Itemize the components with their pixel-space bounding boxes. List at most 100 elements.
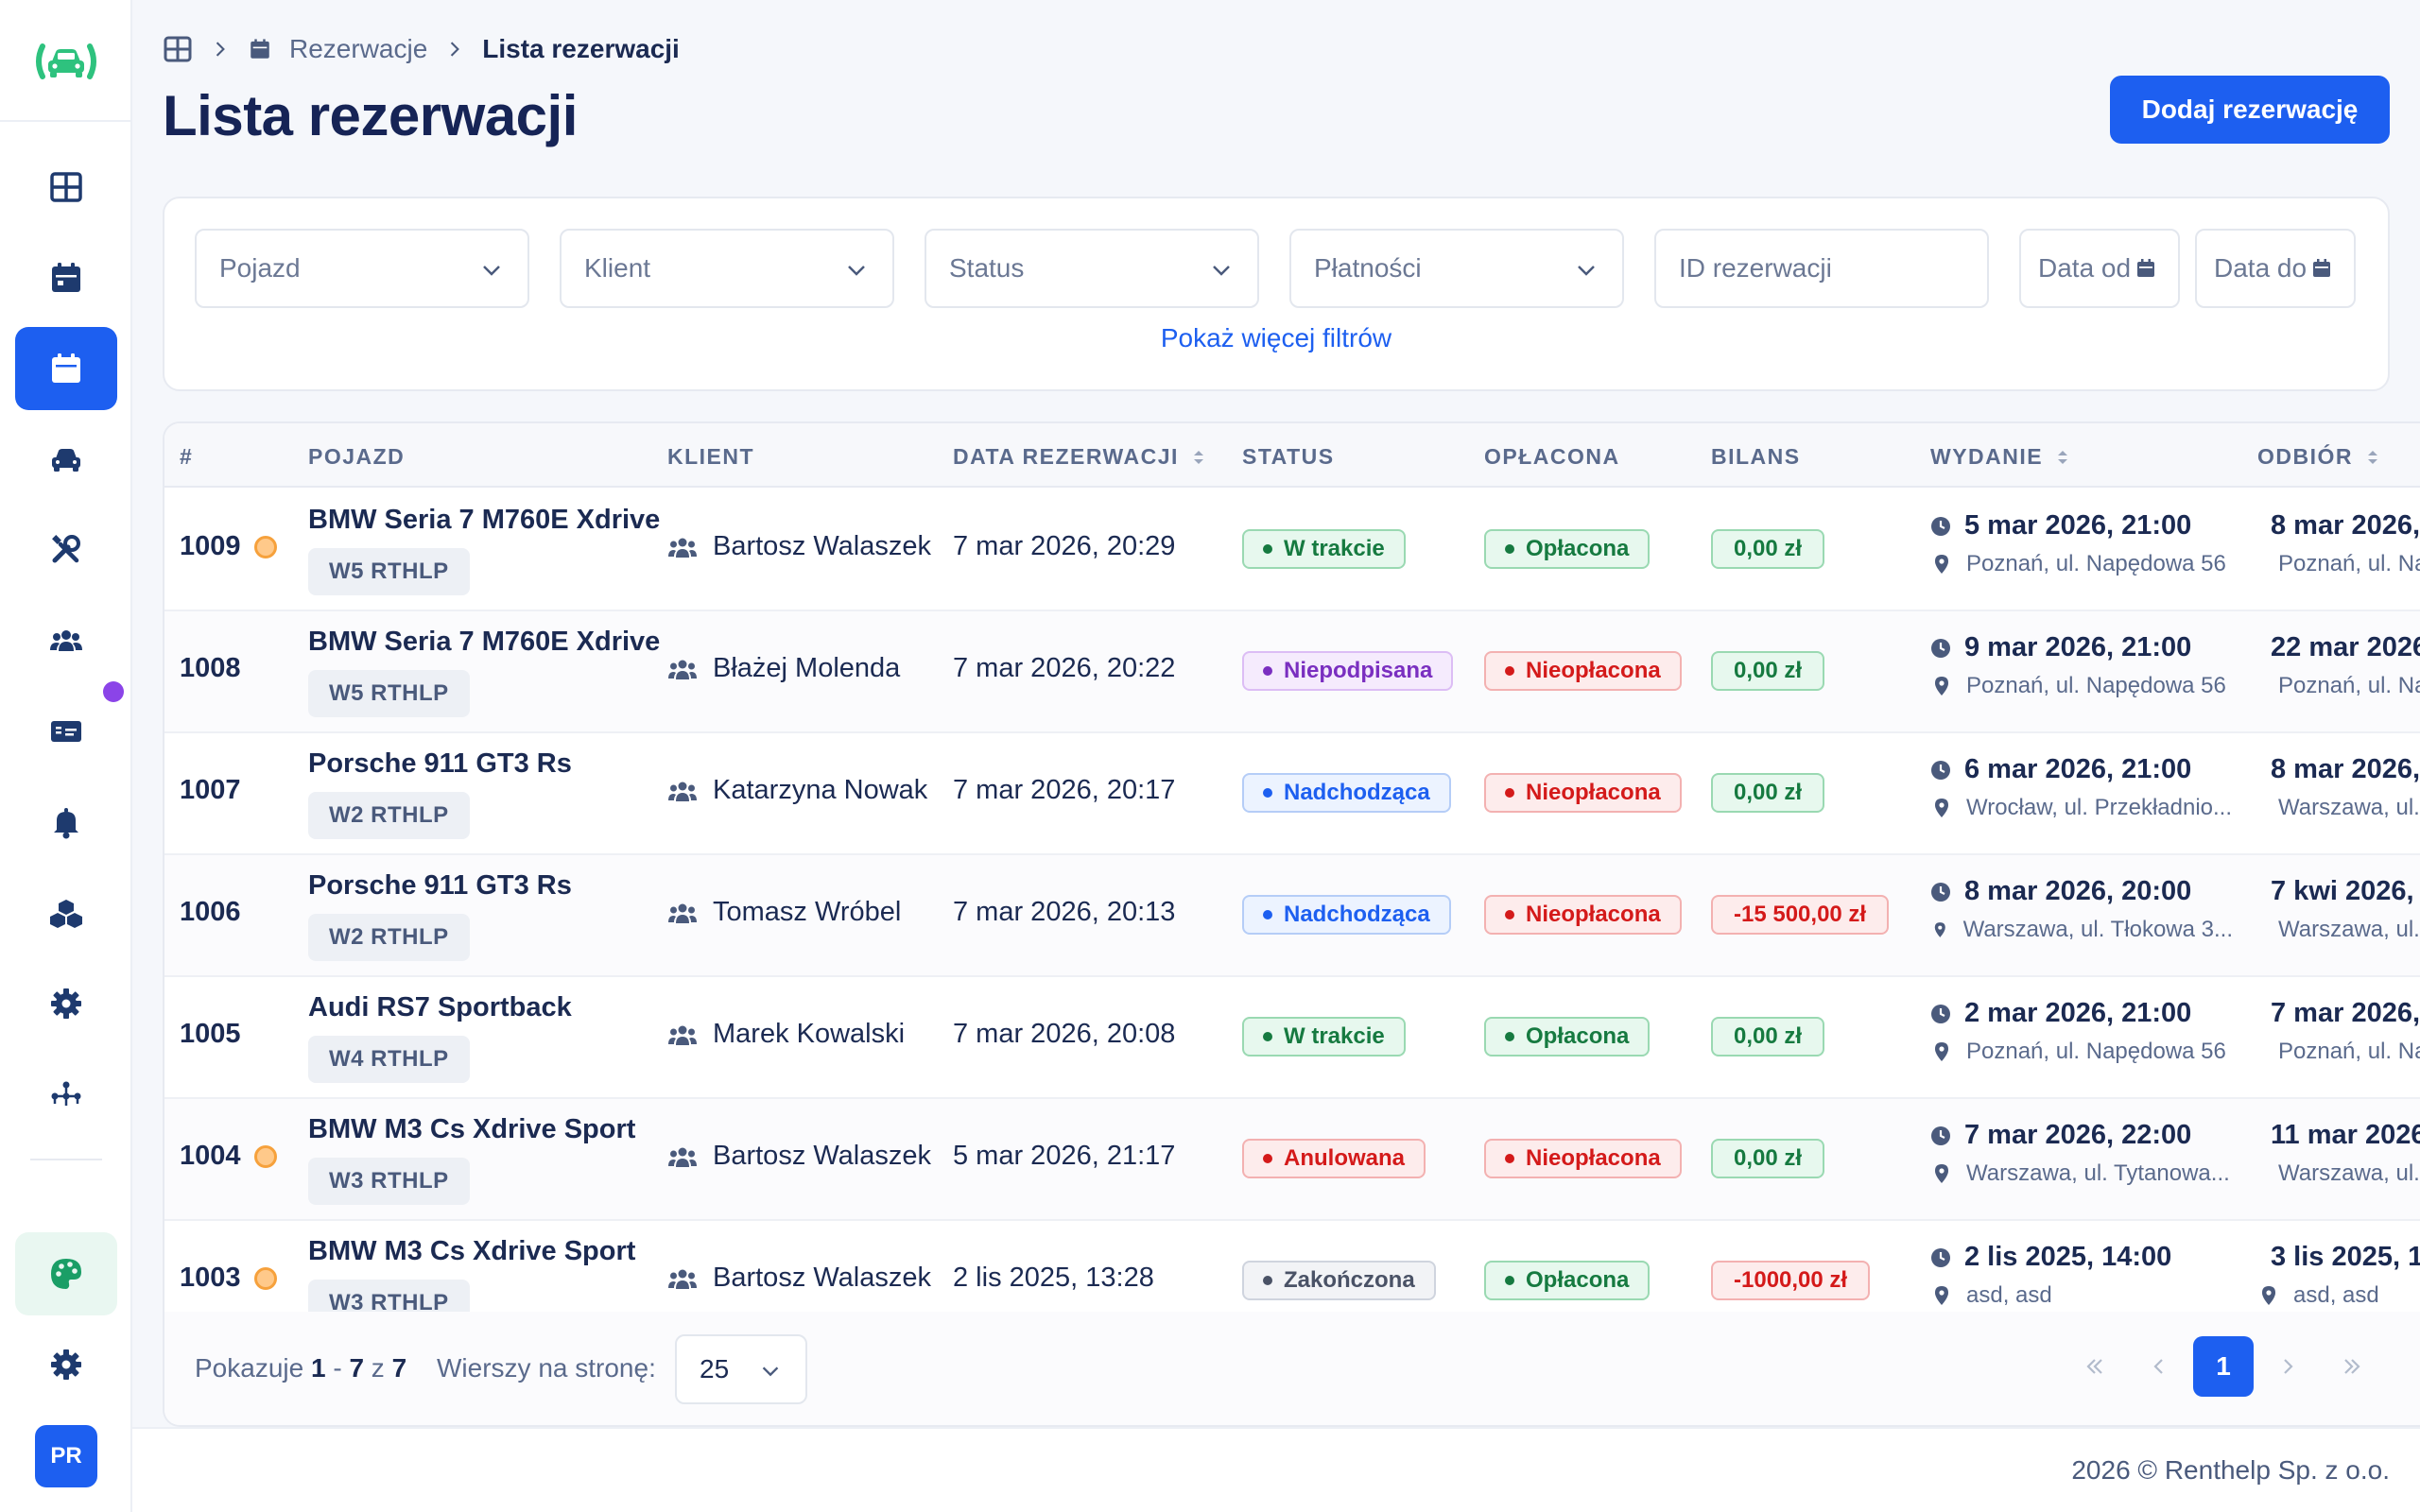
palette-icon: [51, 1259, 81, 1289]
column-header-vehicle-label: POJAZD: [308, 444, 406, 469]
issue-location-value: Poznań, ul. Napędowa 56: [1966, 673, 2226, 698]
date-from-input[interactable]: Data od: [2019, 229, 2180, 308]
table-row[interactable]: 1007 Porsche 911 GT3 Rs W2 RTHLP Katarzyna …: [164, 733, 2420, 855]
app-logo[interactable]: [28, 28, 104, 94]
column-header-issue-label: WYDANIE: [1930, 444, 2044, 469]
sidebar-item-calendar[interactable]: [15, 236, 117, 319]
previous-page-button[interactable]: [2129, 1336, 2189, 1397]
payment-status-badge: Nieopłacona: [1484, 895, 1682, 935]
vehicle-name-link[interactable]: BMW M3 Cs Xdrive Sport: [308, 1236, 636, 1266]
table-row[interactable]: 1008 BMW Seria 7 M760E Xdrive W5 RTHLP Błaż…: [164, 611, 2420, 733]
reservation-id[interactable]: 1008: [180, 653, 241, 684]
rows-per-page-value: 25: [700, 1354, 730, 1383]
client-filter-label: Klient: [584, 253, 651, 283]
rows-per-page-select[interactable]: 25: [675, 1334, 807, 1404]
return-datetime-value: 8 mar 2026, 21:00: [2271, 754, 2420, 784]
sidebar-item-network[interactable]: [15, 1053, 117, 1136]
next-page-button[interactable]: [2257, 1336, 2318, 1397]
sidebar-item-theme[interactable]: [15, 1232, 117, 1315]
map-pin-icon: [1935, 1164, 1948, 1183]
issue-location: asd, asd: [1930, 1282, 2233, 1309]
client-name: Błażej Molenda: [713, 653, 901, 683]
table-row[interactable]: 1006 Porsche 911 GT3 Rs W2 RTHLP Tomasz Wró…: [164, 855, 2420, 977]
sidebar-item-clients[interactable]: [15, 599, 117, 682]
users-icon: [668, 660, 697, 679]
column-header-return[interactable]: ODBIÓR: [2257, 444, 2381, 470]
calendar-icon: [52, 263, 80, 292]
payment-status-label: Nieopłacona: [1526, 1145, 1661, 1171]
license-plate-badge: W3 RTHLP: [308, 1158, 470, 1205]
column-header-date[interactable]: DATA REZERWACJI: [953, 444, 1207, 470]
client-link[interactable]: Marek Kowalski: [667, 1019, 905, 1050]
issue-datetime: 6 mar 2026, 21:00: [1930, 754, 2233, 785]
last-page-button[interactable]: [2322, 1336, 2382, 1397]
first-page-button[interactable]: [2065, 1336, 2125, 1397]
reservation-id[interactable]: 1007: [180, 775, 241, 806]
sort-icon: [1193, 450, 1203, 464]
reservation-id[interactable]: 1004: [180, 1141, 277, 1172]
add-reservation-button[interactable]: Dodaj rezerwację: [2110, 76, 2390, 144]
reservation-id-input[interactable]: ID rezerwacji: [1654, 229, 1989, 308]
column-header-vehicle: POJAZD: [308, 444, 405, 470]
user-avatar[interactable]: PR: [35, 1425, 97, 1487]
issue-info: 8 mar 2026, 20:00 Warszawa, ul. Tłokowa 3…: [1930, 876, 2233, 943]
sidebar-item-service[interactable]: [15, 508, 117, 592]
client-link[interactable]: Bartosz Walaszek: [667, 531, 931, 562]
column-header-balance: BILANS: [1711, 444, 1801, 470]
reservation-id[interactable]: 1006: [180, 897, 241, 928]
calendar-icon: [2137, 259, 2155, 277]
vehicle-name-link[interactable]: Porsche 911 GT3 Rs: [308, 748, 572, 779]
sidebar-item-account-settings[interactable]: [15, 1323, 117, 1406]
sidebar-item-settings[interactable]: [15, 962, 117, 1045]
breadcrumb-reservations-link[interactable]: Rezerwacje: [289, 34, 428, 63]
dashboard-grid-icon[interactable]: [163, 34, 193, 64]
sidebar-item-integrations[interactable]: [15, 871, 117, 954]
vehicle-name-link[interactable]: Audi RS7 Sportback: [308, 992, 572, 1022]
vehicle-name-link[interactable]: Porsche 911 GT3 Rs: [308, 870, 572, 901]
dashboard-grid-icon: [50, 172, 82, 202]
reservation-id-value: 1007: [180, 775, 241, 805]
clock-icon: [1931, 516, 1950, 536]
client-link[interactable]: Katarzyna Nowak: [667, 775, 927, 806]
client-link[interactable]: Bartosz Walaszek: [667, 1263, 931, 1294]
payment-status-badge: Nieopłacona: [1484, 651, 1682, 691]
issue-datetime-value: 5 mar 2026, 21:00: [1964, 510, 2192, 541]
status-filter-select[interactable]: Status: [925, 229, 1259, 308]
issue-datetime: 7 mar 2026, 22:00: [1930, 1120, 2233, 1151]
status-badge: Nadchodząca: [1242, 895, 1451, 935]
client-link[interactable]: Błażej Molenda: [667, 653, 900, 684]
reservation-id[interactable]: 1003: [180, 1263, 277, 1294]
warning-indicator-icon: [253, 535, 277, 558]
column-header-status-label: STATUS: [1242, 444, 1335, 469]
reservation-id[interactable]: 1009: [180, 531, 277, 562]
table-row[interactable]: 1005 Audi RS7 Sportback W4 RTHLP Marek Kowa…: [164, 977, 2420, 1099]
sidebar-item-vehicles[interactable]: [15, 418, 117, 501]
issue-info: 7 mar 2026, 22:00 Warszawa, ul. Tytanowa.…: [1930, 1120, 2233, 1187]
client-link[interactable]: Bartosz Walaszek: [667, 1141, 931, 1172]
table-row[interactable]: 1004 BMW M3 Cs Xdrive Sport W3 RTHLP Bartos…: [164, 1099, 2420, 1221]
users-icon: [668, 782, 697, 801]
client-filter-select[interactable]: Klient: [560, 229, 894, 308]
vehicle-name-link[interactable]: BMW Seria 7 M760E Xdrive: [308, 627, 661, 657]
sidebar-item-reservations[interactable]: [15, 327, 117, 410]
return-location-value: Poznań, ul. Napędowa 56: [2278, 551, 2420, 576]
sidebar-item-dashboard[interactable]: [15, 146, 117, 229]
sidebar-item-payments[interactable]: [15, 690, 117, 773]
vehicle-filter-select[interactable]: Pojazd: [195, 229, 529, 308]
date-to-placeholder: Data do: [2214, 253, 2308, 283]
page-1-button[interactable]: 1: [2193, 1336, 2254, 1397]
sidebar-item-notifications[interactable]: [15, 781, 117, 864]
column-header-issue[interactable]: WYDANIE: [1930, 444, 2071, 470]
return-datetime: 22 mar 2026, 21:00: [2257, 632, 2420, 663]
show-more-filters-link[interactable]: Pokaż więcej filtrów: [1160, 323, 1392, 352]
table-row[interactable]: 1009 BMW Seria 7 M760E Xdrive W5 RTHLP Bart…: [164, 490, 2420, 611]
vehicle-name-link[interactable]: BMW Seria 7 M760E Xdrive: [308, 505, 661, 535]
column-header-status: STATUS: [1242, 444, 1335, 470]
reservation-id[interactable]: 1005: [180, 1019, 241, 1050]
client-link[interactable]: Tomasz Wróbel: [667, 897, 901, 928]
issue-location: Wrocław, ul. Przekładnio...: [1930, 795, 2233, 821]
date-to-input[interactable]: Data do: [2195, 229, 2356, 308]
payments-filter-select[interactable]: Płatności: [1289, 229, 1624, 308]
vehicle-name-link[interactable]: BMW M3 Cs Xdrive Sport: [308, 1114, 636, 1144]
payment-status-badge: Opłacona: [1484, 529, 1651, 569]
